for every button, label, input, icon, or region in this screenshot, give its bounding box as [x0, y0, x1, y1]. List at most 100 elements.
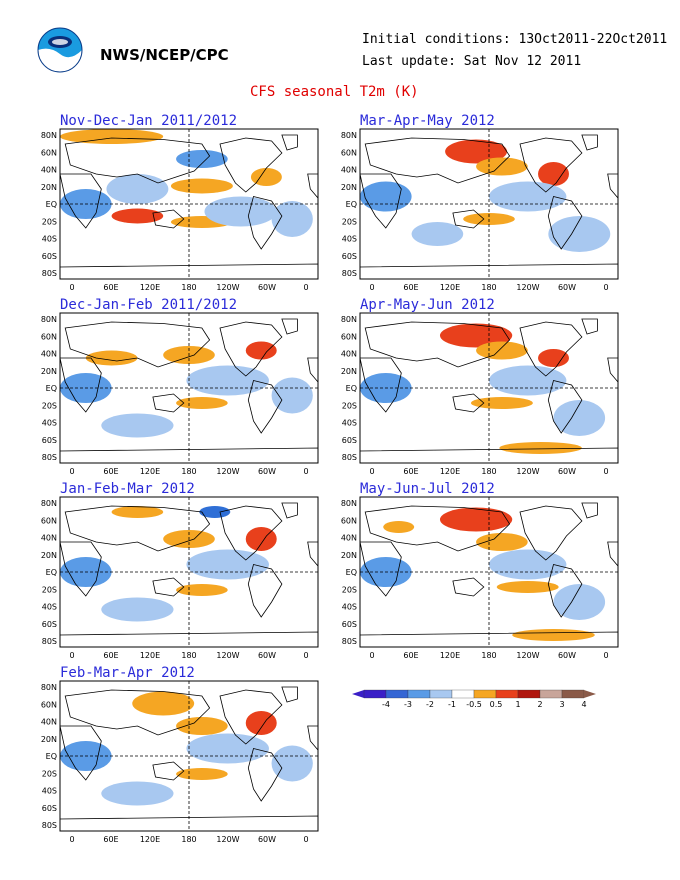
anomaly-map: 80N 60N 40N 20N EQ 20S 40S 60S 80S 0 60E 120E 180 120…: [41, 496, 319, 660]
coastline: [519, 137, 583, 193]
lat-tick-label: 60S: [42, 620, 57, 629]
anomaly-region: [553, 584, 606, 620]
lat-tick-label: 80N: [341, 499, 357, 508]
lat-tick-label: 60N: [341, 148, 357, 157]
lat-tick-label: 40N: [41, 534, 57, 543]
lat-tick-label: 60N: [341, 332, 357, 341]
anomaly-region: [176, 150, 228, 168]
lon-tick-label: 60E: [103, 467, 118, 476]
lon-tick-label: 180: [481, 467, 496, 476]
anomaly-map: 80N 60N 40N 20N EQ 20S 40S 60S 80S 0 60E 120E 180 120…: [341, 496, 619, 660]
coastline: [152, 761, 185, 781]
coastline: [64, 137, 211, 184]
colorbar-swatch: [561, 689, 585, 699]
coastline: [359, 357, 402, 413]
colorbar-label: 4: [581, 700, 586, 709]
map-frame: [59, 128, 319, 280]
colorbar-swatch: [539, 689, 563, 699]
colorbar-label: -1: [448, 700, 456, 709]
lat-tick-label: 80N: [41, 499, 57, 508]
lat-tick-label: 80S: [342, 269, 357, 278]
anomaly-region: [111, 506, 164, 518]
lat-tick-label: 40S: [342, 235, 357, 244]
lat-tick-label: 80N: [41, 131, 57, 140]
lat-tick-label: 80S: [342, 637, 357, 646]
lat-tick-label: 20N: [41, 551, 57, 560]
lon-tick-label: 180: [181, 467, 196, 476]
lon-tick-label: 120W: [216, 467, 239, 476]
lat-tick-label: 60N: [41, 148, 57, 157]
colorbar-label: -2: [426, 700, 434, 709]
anomaly-region: [538, 349, 569, 367]
lat-tick-label: 20N: [341, 367, 357, 376]
lat-tick-label: 20S: [42, 585, 57, 594]
lon-tick-label: 60W: [258, 467, 276, 476]
coastline: [219, 505, 283, 561]
lon-tick-label: 0: [303, 835, 308, 844]
lat-tick-label: 60N: [41, 332, 57, 341]
coastline: [219, 137, 283, 193]
lon-tick-label: 60W: [258, 651, 276, 660]
coastline: [519, 321, 583, 377]
lat-tick-label: 60N: [41, 700, 57, 709]
colorbar-label: -4: [382, 700, 390, 709]
panel-title: Nov-Dec-Jan 2011/2012: [60, 113, 238, 129]
panel-title: Mar-Apr-May 2012: [360, 113, 495, 129]
lon-tick-label: 60E: [403, 651, 418, 660]
anomaly-region: [383, 521, 415, 533]
colorbar-swatch: [407, 689, 431, 699]
lon-tick-label: 120E: [140, 467, 160, 476]
anomaly-region: [186, 365, 269, 396]
anomaly-map: 80N 60N 40N 20N EQ 20S 40S 60S 80S 0 60E 120E 180 120…: [41, 312, 319, 476]
anomaly-region: [360, 181, 412, 212]
anomaly-map: 80N 60N 40N 20N EQ 20S 40S 60S 80S 0 60E 120E 180 120…: [41, 128, 319, 292]
panel-title: Feb-Mar-Apr 2012: [60, 665, 195, 681]
lat-tick-label: 40S: [342, 603, 357, 612]
colorbar-label: 3: [559, 700, 564, 709]
lon-tick-label: 60W: [558, 283, 576, 292]
lat-tick-label: EQ: [46, 568, 57, 577]
lon-tick-label: 0: [69, 283, 74, 292]
lon-tick-label: 0: [603, 651, 608, 660]
colorbar-label: 2: [537, 700, 542, 709]
lat-tick-label: 20S: [342, 401, 357, 410]
anomaly-region: [60, 129, 164, 144]
lon-tick-label: 60W: [258, 283, 276, 292]
coastline: [364, 321, 511, 368]
coastline: [547, 196, 583, 250]
lon-tick-label: 120E: [140, 835, 160, 844]
anomaly-region: [538, 162, 569, 186]
lon-tick-label: 120W: [216, 835, 239, 844]
noaa-logo: [36, 26, 84, 78]
coastline: [359, 541, 402, 597]
lat-tick-label: EQ: [46, 384, 57, 393]
anomaly-region: [476, 533, 528, 551]
lon-tick-label: 60E: [403, 283, 418, 292]
map-frame: [59, 496, 319, 648]
lat-tick-label: 40N: [341, 166, 357, 175]
lat-tick-label: 20N: [41, 367, 57, 376]
lon-tick-label: 0: [69, 835, 74, 844]
lon-tick-label: 60W: [258, 835, 276, 844]
lon-tick-label: 120E: [440, 467, 460, 476]
coastline: [219, 321, 283, 377]
last-update: Last update: Sat Nov 12 2011: [362, 54, 582, 69]
lat-tick-label: 80N: [341, 131, 357, 140]
lon-tick-label: 0: [603, 283, 608, 292]
lat-tick-label: EQ: [346, 200, 357, 209]
coastline: [152, 393, 185, 413]
lat-tick-label: 60N: [341, 516, 357, 525]
colorbar-swatch: [429, 689, 453, 699]
coastline: [281, 134, 298, 151]
anomaly-region: [470, 397, 533, 409]
anomaly-map: 80N 60N 40N 20N EQ 20S 40S 60S 80S 0 60E 120E 180 120…: [341, 128, 619, 292]
lon-tick-label: 60E: [103, 283, 118, 292]
lon-tick-label: 0: [303, 651, 308, 660]
anomaly-region: [499, 442, 582, 454]
lat-tick-label: 60S: [342, 620, 357, 629]
lat-tick-label: 60S: [342, 436, 357, 445]
lat-tick-label: 60S: [42, 804, 57, 813]
coastline: [581, 502, 598, 519]
map-frame: [359, 128, 619, 280]
anomaly-map: 80N 60N 40N 20N EQ 20S 40S 60S 80S 0 60E 120E 180 120…: [341, 312, 619, 476]
